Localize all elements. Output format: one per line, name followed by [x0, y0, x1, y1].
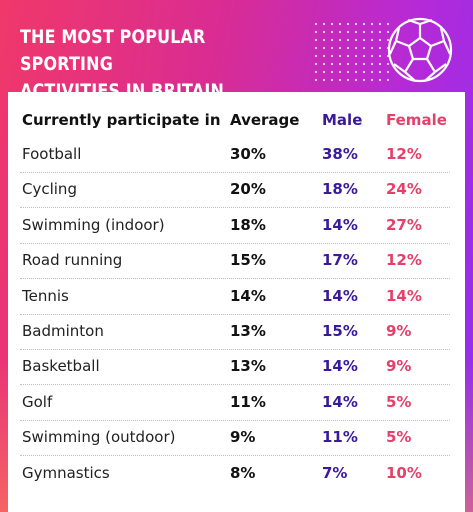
table-row: Swimming (outdoor) 9% 11% 5% — [20, 420, 450, 457]
cell-female: 10% — [386, 463, 422, 482]
cell-male: 38% — [322, 145, 358, 163]
cell-activity: Gymnastics — [22, 463, 110, 482]
football-icon — [387, 17, 453, 83]
column-header-male: Male — [322, 111, 363, 129]
cell-male: 11% — [322, 428, 358, 447]
cell-male: 14% — [322, 357, 358, 376]
cell-female: 12% — [386, 145, 422, 163]
cell-activity: Badminton — [22, 322, 104, 340]
cell-female: 14% — [386, 286, 422, 305]
column-header-female: Female — [386, 111, 447, 129]
cell-male: 7% — [322, 463, 348, 482]
cell-female: 5% — [386, 392, 412, 411]
column-header-average: Average — [230, 111, 300, 129]
cell-male: 18% — [322, 180, 358, 199]
table-row: Football 30% 38% 12% — [20, 137, 450, 173]
cell-activity: Swimming (outdoor) — [22, 428, 176, 447]
cell-average: 30% — [230, 145, 266, 163]
table-row: Gymnastics 8% 7% 10% — [20, 456, 450, 491]
table-row: Swimming (indoor) 18% 14% 27% — [20, 208, 450, 244]
table-row: Basketball 13% 14% 9% — [20, 349, 450, 386]
cell-average: 13% — [230, 357, 266, 376]
column-header-activity: Currently participate in — [22, 111, 221, 129]
cell-average: 20% — [230, 180, 266, 199]
title-line-1: THE MOST POPULAR SPORTING — [20, 26, 206, 75]
cell-male: 14% — [322, 392, 358, 411]
table-row: Cycling 20% 18% 24% — [20, 172, 450, 209]
cell-activity: Road running — [22, 251, 123, 270]
cell-female: 9% — [386, 357, 412, 376]
dot-pattern — [312, 20, 390, 82]
data-table: Currently participate in Average Male Fe… — [8, 92, 465, 512]
cell-female: 5% — [386, 428, 412, 447]
cell-activity: Basketball — [22, 357, 100, 376]
cell-female: 9% — [386, 322, 412, 340]
cell-female: 12% — [386, 251, 422, 270]
cell-activity: Football — [22, 145, 82, 163]
cell-average: 18% — [230, 215, 266, 234]
table-row: Badminton 13% 15% 9% — [20, 314, 450, 350]
table-row: Tennis 14% 14% 14% — [20, 279, 450, 315]
cell-activity: Cycling — [22, 180, 77, 199]
cell-male: 14% — [322, 286, 358, 305]
table-row: Golf 11% 14% 5% — [20, 385, 450, 421]
cell-female: 24% — [386, 180, 422, 199]
cell-average: 9% — [230, 428, 256, 447]
cell-activity: Swimming (indoor) — [22, 215, 165, 234]
cell-female: 27% — [386, 215, 422, 234]
cell-average: 15% — [230, 251, 266, 270]
cell-average: 14% — [230, 286, 266, 305]
table-header: Currently participate in Average Male Fe… — [20, 103, 450, 138]
cell-male: 15% — [322, 322, 358, 340]
cell-male: 17% — [322, 251, 358, 270]
cell-average: 11% — [230, 392, 266, 411]
table-row: Road running 15% 17% 12% — [20, 243, 450, 280]
cell-activity: Tennis — [22, 286, 69, 305]
cell-average: 13% — [230, 322, 266, 340]
cell-male: 14% — [322, 215, 358, 234]
cell-average: 8% — [230, 463, 256, 482]
cell-activity: Golf — [22, 392, 53, 411]
